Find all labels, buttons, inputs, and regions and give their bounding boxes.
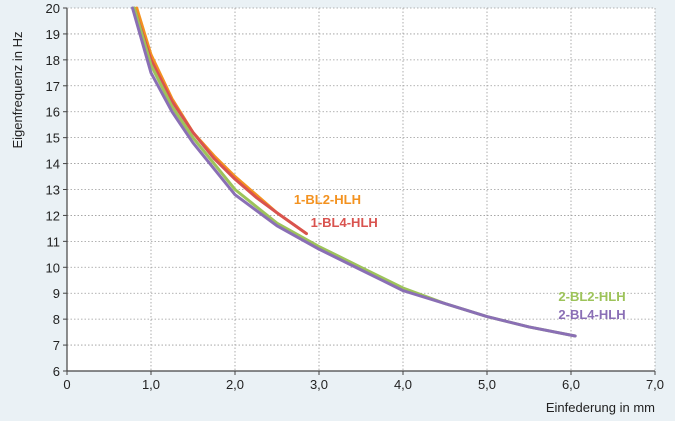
y-tick-label: 13 (46, 183, 60, 198)
y-tick-label: 18 (46, 53, 60, 68)
y-tick-label: 9 (53, 286, 60, 301)
y-tick-label: 20 (46, 1, 60, 16)
y-tick-label: 8 (53, 312, 60, 327)
x-tick-label: 6,0 (562, 377, 580, 392)
y-axis-label: Eigenfrequenz in Hz (10, 31, 25, 148)
x-axis: 0 1,0 2,0 3,0 4,0 5,0 6,0 7,0 (63, 371, 664, 392)
series-label-1-bl4-hlh: 1-BL4-HLH (311, 215, 378, 230)
series-line-2-bl4-hlh (131, 6, 577, 338)
series-label-1-bl2-hlh: 1-BL2-HLH (294, 192, 361, 207)
x-tick-label: 5,0 (478, 377, 496, 392)
x-tick-label: 7,0 (646, 377, 664, 392)
x-tick-label: 2,0 (226, 377, 244, 392)
x-axis-label: Einfederung in mm (546, 400, 655, 415)
series-label-2-bl2-hlh: 2-BL2-HLH (558, 289, 625, 304)
series-lines (131, 6, 577, 338)
x-tick-label: 0 (63, 377, 70, 392)
y-tick-label: 7 (53, 338, 60, 353)
series-line-1-bl4-hlh (132, 6, 308, 236)
grid (67, 8, 655, 371)
y-tick-label: 12 (46, 208, 60, 223)
y-tick-label: 10 (46, 260, 60, 275)
x-tick-label: 3,0 (310, 377, 328, 392)
y-tick-label: 14 (46, 157, 60, 172)
y-axis: 6 7 8 9 10 11 12 13 14 15 16 17 18 19 20 (46, 1, 67, 379)
series-labels: 1-BL2-HLH 1-BL4-HLH 2-BL2-HLH 2-BL4-HLH (294, 192, 626, 322)
x-tick-label: 1,0 (142, 377, 160, 392)
y-tick-label: 6 (53, 364, 60, 379)
y-tick-label: 17 (46, 79, 60, 94)
y-tick-label: 15 (46, 131, 60, 146)
series-label-2-bl4-hlh: 2-BL4-HLH (558, 307, 625, 322)
y-tick-label: 11 (47, 234, 61, 249)
y-tick-label: 16 (46, 105, 60, 120)
x-tick-label: 4,0 (394, 377, 412, 392)
y-tick-label: 19 (46, 27, 60, 42)
